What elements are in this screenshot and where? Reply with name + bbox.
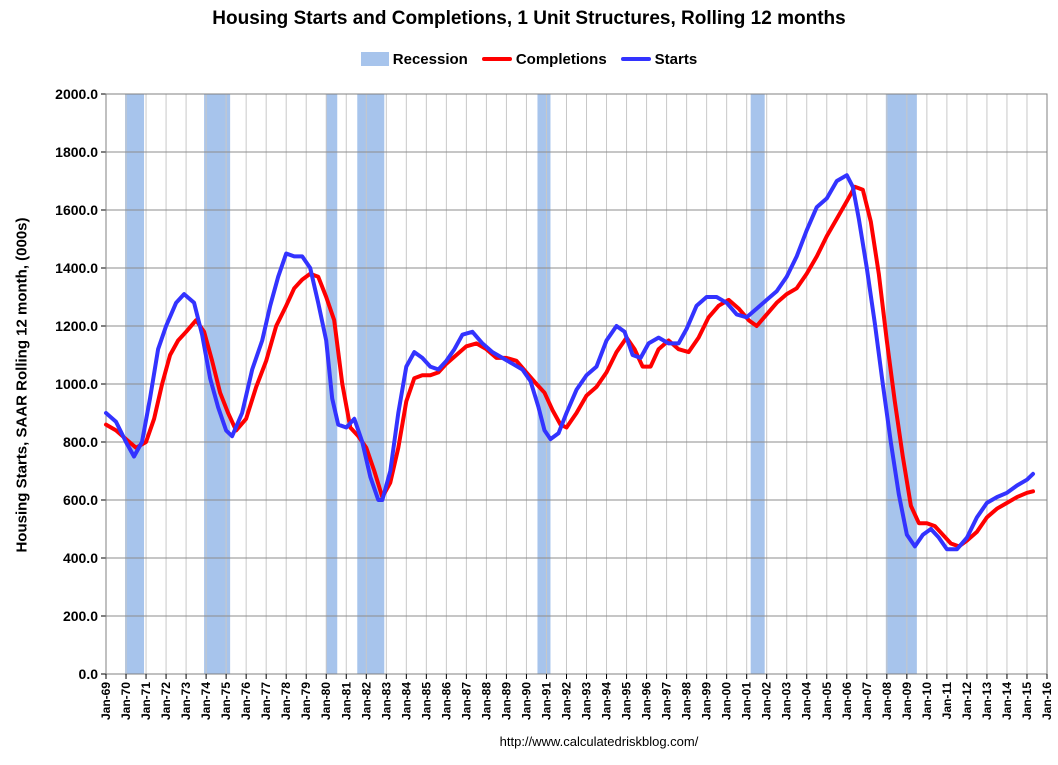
x-tick-label: Jan-00 [720,682,734,720]
x-tick-label: Jan-13 [980,682,994,720]
y-tick-label: 800.0 [63,434,98,450]
y-tick-label: 1200.0 [55,318,98,334]
x-tick-label: Jan-91 [539,682,553,720]
x-tick-label: Jan-15 [1020,682,1034,720]
y-tick-label: 200.0 [63,608,98,624]
x-tick-label: Jan-01 [740,682,754,720]
legend-label-completions: Completions [515,50,607,68]
x-tick-label: Jan-82 [359,682,373,720]
x-tick-label: Jan-89 [499,682,513,720]
x-tick-label: Jan-83 [379,682,393,720]
x-tick-label: Jan-02 [760,682,774,720]
x-tick-label: Jan-97 [660,682,674,720]
x-tick-label: Jan-98 [680,682,694,720]
x-tick-label: Jan-94 [600,682,614,720]
x-tick-label: Jan-14 [1000,682,1014,720]
y-tick-label: 600.0 [63,492,98,508]
x-tick-label: Jan-92 [559,682,573,720]
y-tick-label: 1000.0 [55,376,98,392]
x-tick-label: Jan-90 [519,682,533,720]
x-tick-label: Jan-78 [279,682,293,720]
x-tick-label: Jan-80 [319,682,333,720]
x-tick-label: Jan-70 [119,682,133,720]
legend-item-recession: Recession [360,50,468,68]
x-tick-label: Jan-93 [580,682,594,720]
x-tick-label: Jan-88 [479,682,493,720]
legend-item-completions: Completions [481,50,607,68]
x-tick-label: Jan-09 [900,682,914,720]
legend: Recession Completions Starts [0,48,1058,70]
y-tick-label: 1400.0 [55,260,98,276]
x-tick-label: Jan-16 [1040,682,1054,720]
x-tick-label: Jan-85 [419,682,433,720]
x-tick-label: Jan-96 [640,682,654,720]
x-tick-label: Jan-76 [239,682,253,720]
x-tick-label: Jan-74 [199,682,213,720]
x-tick-label: Jan-84 [399,682,413,720]
y-tick-label: 1800.0 [55,144,98,160]
legend-swatch-starts [620,57,651,61]
y-tick-label: 0.0 [79,666,99,682]
legend-swatch-completions [481,57,512,61]
x-tick-label: Jan-87 [459,682,473,720]
source-url: http://www.calculatedriskblog.com/ [499,734,699,749]
x-tick-label: Jan-06 [840,682,854,720]
x-tick-label: Jan-04 [800,682,814,720]
legend-label-recession: Recession [392,50,468,68]
x-tick-label: Jan-69 [99,682,113,720]
x-tick-label: Jan-08 [880,682,894,720]
y-tick-label: 400.0 [63,550,98,566]
x-tick-label: Jan-71 [139,682,153,720]
x-tick-label: Jan-10 [920,682,934,720]
x-tick-label: Jan-75 [219,682,233,720]
x-tick-label: Jan-86 [439,682,453,720]
x-tick-label: Jan-95 [620,682,634,720]
chart-title: Housing Starts and Completions, 1 Unit S… [212,8,846,29]
legend-label-starts: Starts [654,50,698,68]
legend-swatch-recession [360,52,389,66]
x-tick-label: Jan-81 [339,682,353,720]
x-tick-label: Jan-77 [259,682,273,720]
x-tick-label: Jan-72 [159,682,173,720]
plot-border [105,93,1048,675]
y-tick-label: 1600.0 [55,202,98,218]
x-tick-label: Jan-05 [820,682,834,720]
x-tick-label: Jan-12 [960,682,974,720]
x-tick-label: Jan-03 [780,682,794,720]
series-line-starts [104,173,1035,552]
x-tick-label: Jan-99 [700,682,714,720]
y-tick-label: 2000.0 [55,86,98,102]
x-tick-label: Jan-73 [179,682,193,720]
x-tick-label: Jan-79 [299,682,313,720]
x-tick-label: Jan-11 [940,682,954,720]
legend-item-starts: Starts [620,50,698,68]
x-tick-label: Jan-07 [860,682,874,720]
